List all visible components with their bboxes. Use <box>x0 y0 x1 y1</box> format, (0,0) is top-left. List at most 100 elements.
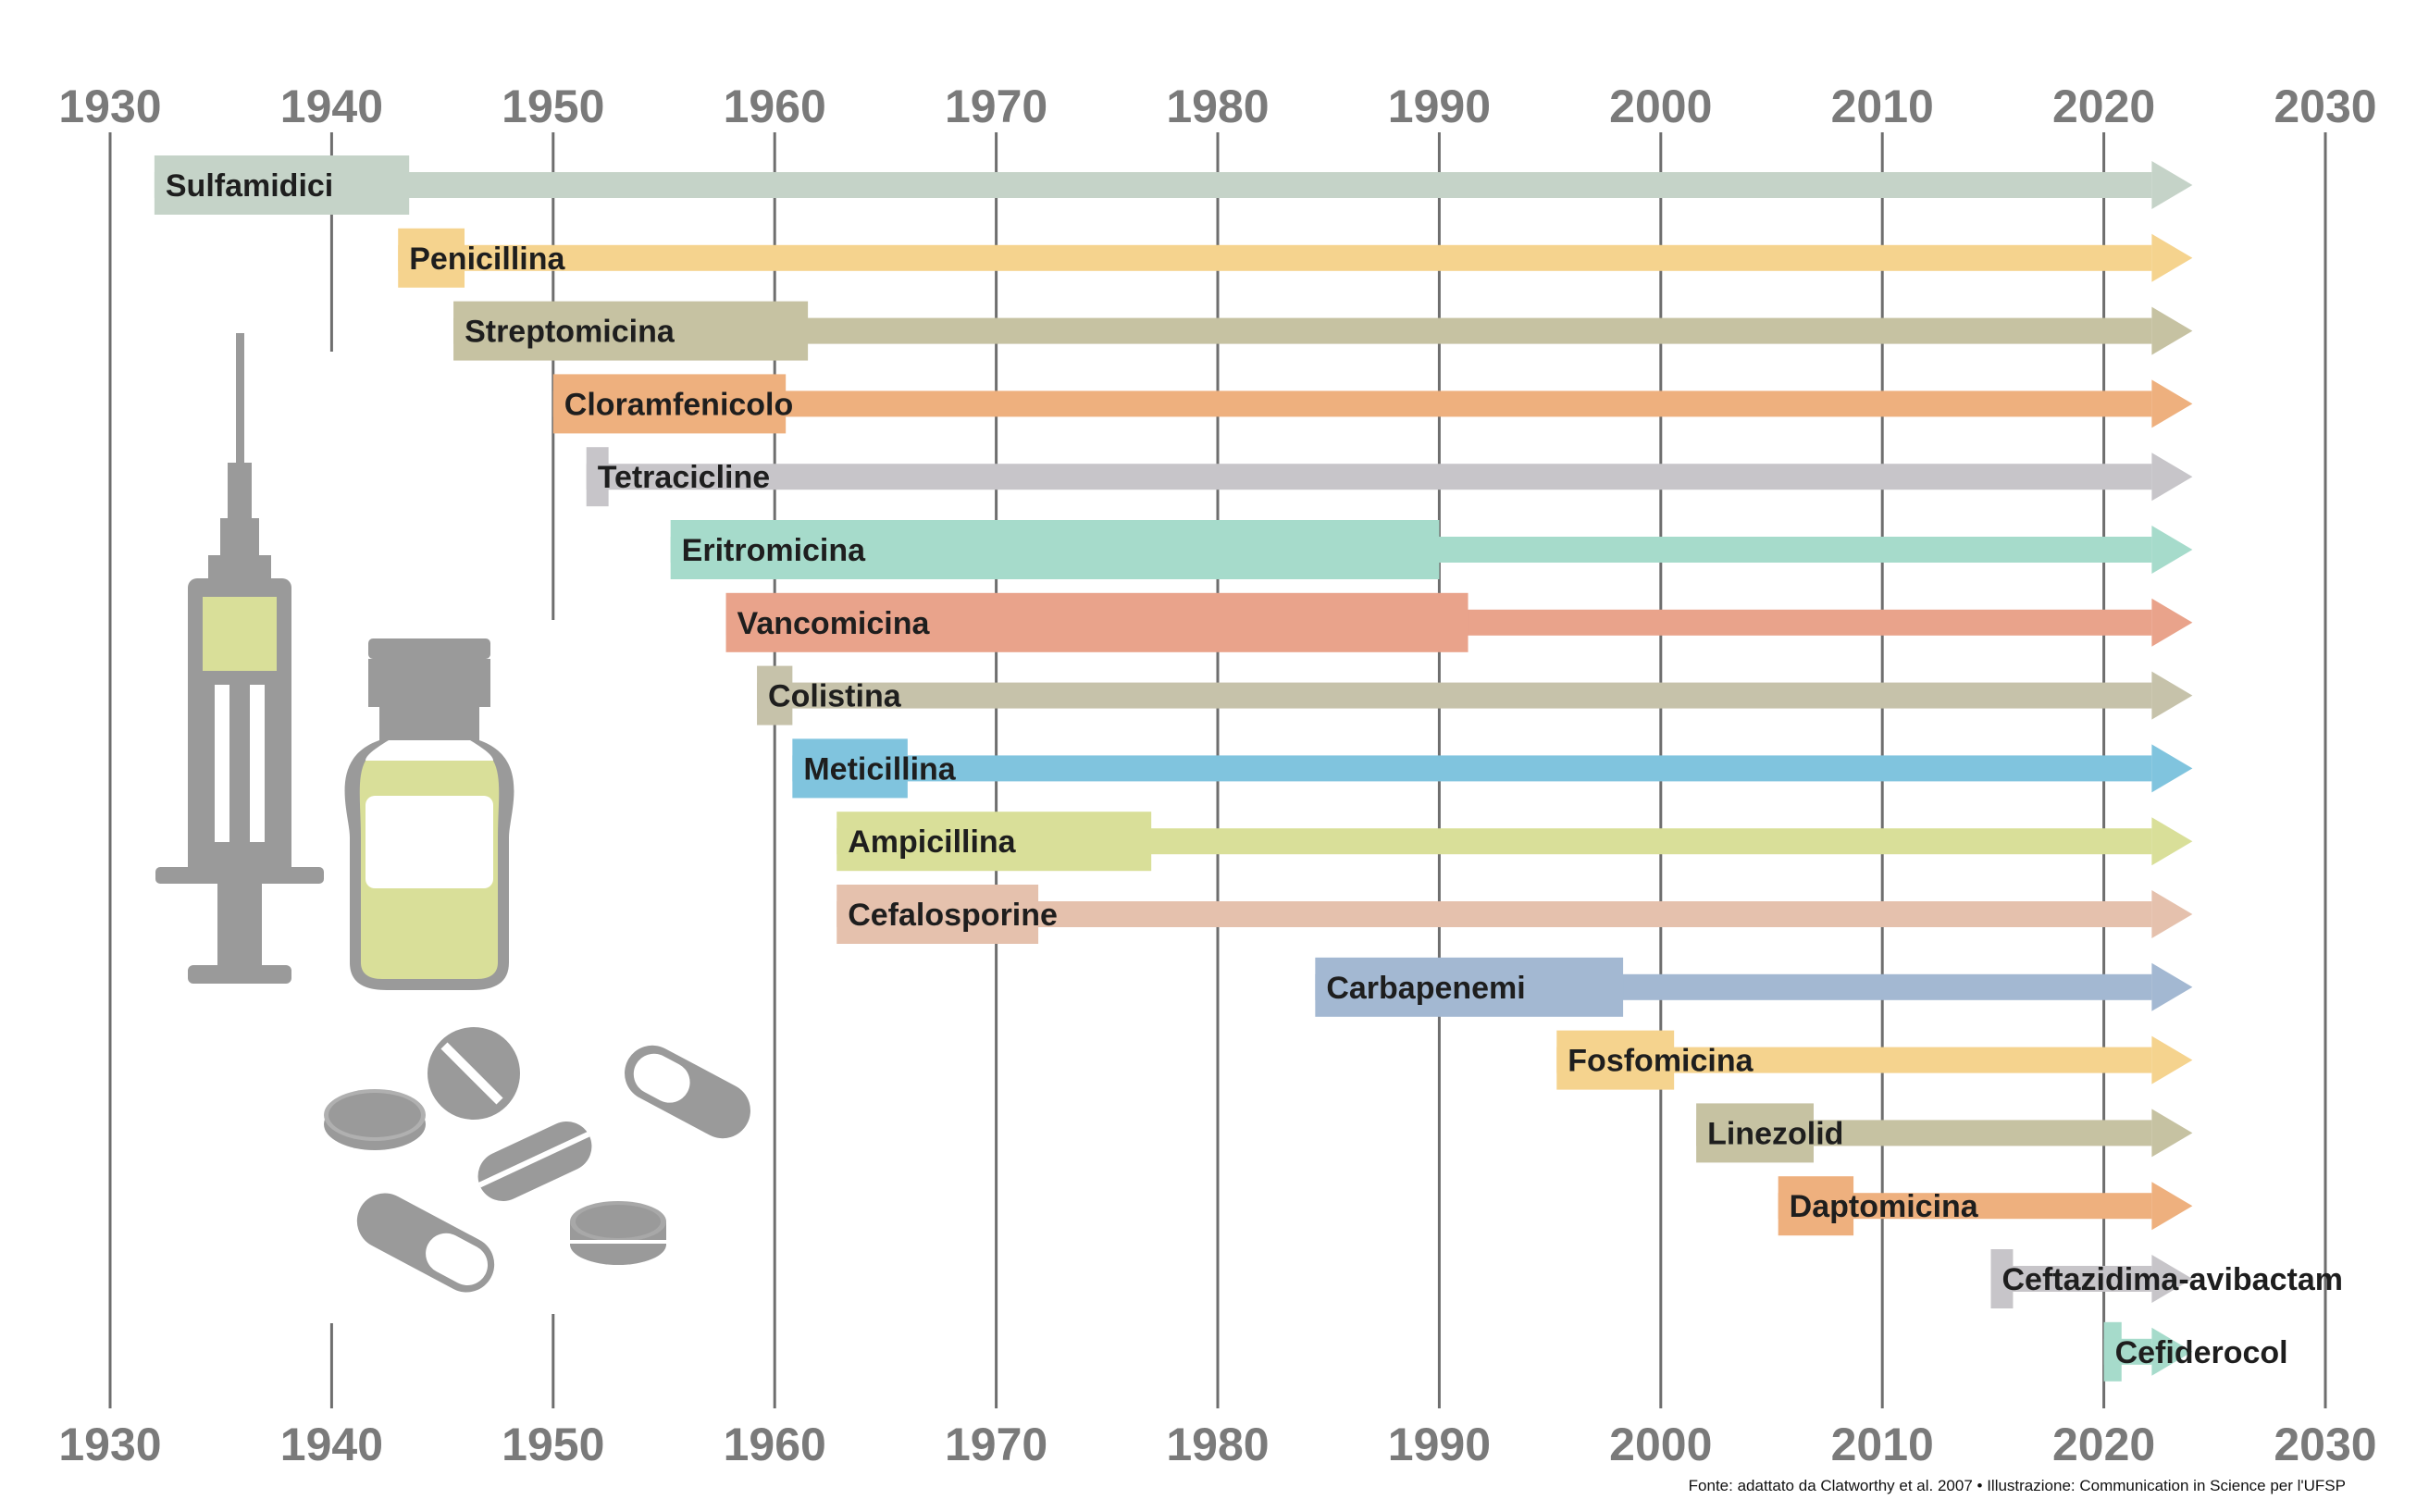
introduction-period-bar <box>757 665 793 725</box>
arrow-head-icon <box>2151 890 2193 938</box>
drug-label: Cefiderocol <box>2115 1335 2288 1370</box>
timeline-row: Cefalosporine <box>837 885 2193 944</box>
timeline-row: Ampicillina <box>837 812 2193 872</box>
introduction-period-bar <box>792 738 908 799</box>
drug-label: Ceftazidima-avibactam <box>2002 1262 2343 1297</box>
tick-label-top-1930: 1930 <box>58 81 161 132</box>
availability-arrow-shaft <box>837 901 2152 927</box>
arrow-head-icon <box>2151 671 2193 720</box>
x-axis-bottom: 1930 1940 1950 1960 1970 1980 1990 2000 2010 2020… <box>58 1419 2376 1470</box>
timeline-row: Eritromicina <box>670 520 2193 579</box>
drug-label: Carbapenemi <box>1326 971 1525 1006</box>
tick-label-bottom-2020: 2020 <box>2052 1419 2155 1470</box>
arrow-head-icon <box>2151 452 2193 502</box>
arrow-head-icon <box>2151 233 2193 282</box>
drug-label: Fosfomicina <box>1568 1044 1754 1079</box>
vial-icon <box>344 638 514 990</box>
timeline-row: Vancomicina <box>725 592 2193 652</box>
tick-label-bottom-1930: 1930 <box>58 1419 161 1470</box>
introduction-period-bar <box>154 155 410 215</box>
tick-label-bottom-1990: 1990 <box>1388 1419 1491 1470</box>
arrow-head-icon <box>2151 1035 2193 1084</box>
tick-label-bottom-2000: 2000 <box>1609 1419 1712 1470</box>
drug-label: Cloramfenicolo <box>564 387 793 422</box>
timeline-row: Linezolid <box>1696 1103 2193 1163</box>
tick-label-top-1970: 1970 <box>945 81 1047 132</box>
availability-arrow-shaft <box>398 244 2152 271</box>
introduction-period-bar <box>552 374 787 434</box>
tick-label-bottom-2030: 2030 <box>2274 1419 2376 1470</box>
introduction-period-bar <box>670 520 1440 579</box>
arrow-head-icon <box>2151 817 2193 866</box>
tick-label-bottom-1960: 1960 <box>724 1419 826 1470</box>
introduction-period-bar <box>1778 1176 1854 1236</box>
drug-label: Penicillina <box>409 242 565 277</box>
timeline-row: Fosfomicina <box>1556 1030 2193 1090</box>
introduction-period-bar <box>1990 1249 2014 1308</box>
drug-label: Daptomicina <box>1790 1189 1979 1224</box>
tick-label-bottom-1980: 1980 <box>1166 1419 1269 1470</box>
arrow-head-icon <box>2151 1327 2193 1376</box>
tick-label-top-2000: 2000 <box>1609 81 1712 132</box>
introduction-period-bar <box>1556 1030 1675 1090</box>
timeline-row: Carbapenemi <box>1315 957 2193 1017</box>
tick-label-top-1990: 1990 <box>1388 81 1491 132</box>
timeline-row: Cefiderocol <box>2103 1321 2288 1382</box>
timeline-bars: Sulfamidici Penicillina Streptomicina Clora… <box>154 155 2343 1382</box>
availability-arrow-shaft <box>552 390 2152 417</box>
drug-label: Linezolid <box>1707 1116 1843 1151</box>
drug-label: Sulfamidici <box>166 168 333 204</box>
drug-label: Tetracicline <box>598 460 770 495</box>
tick-label-bottom-1950: 1950 <box>502 1419 604 1470</box>
timeline-row: Streptomicina <box>453 301 2193 361</box>
arrow-head-icon <box>2151 1109 2193 1158</box>
syringe-icon <box>155 333 324 984</box>
drug-label: Cefalosporine <box>848 898 1058 933</box>
tick-label-top-1950: 1950 <box>502 81 604 132</box>
source-note: Fonte: adattato da Clatworthy et al. 200… <box>1688 1477 2346 1494</box>
tick-label-bottom-1970: 1970 <box>945 1419 1047 1470</box>
arrow-head-icon <box>2151 598 2193 647</box>
drug-label: Streptomicina <box>465 315 675 350</box>
tick-label-top-2010: 2010 <box>1831 81 1934 132</box>
introduction-period-bar <box>2103 1321 2122 1382</box>
timeline-row: Cloramfenicolo <box>552 374 2193 434</box>
introduction-period-bar <box>398 228 465 288</box>
timeline-row: Ceftazidima-avibactam <box>1990 1249 2343 1308</box>
availability-arrow-shaft <box>757 682 2152 709</box>
arrow-head-icon <box>2151 1255 2193 1303</box>
arrow-head-icon <box>2151 526 2193 574</box>
introduction-period-bar <box>837 885 1039 944</box>
drug-label: Meticillina <box>803 751 956 787</box>
tick-label-top-1940: 1940 <box>280 81 383 132</box>
introduction-period-bar <box>1315 957 1624 1017</box>
availability-arrow-shaft <box>792 755 2152 782</box>
introduction-period-bar <box>725 592 1469 652</box>
arrow-head-icon <box>2151 161 2193 209</box>
illustration <box>155 333 750 1293</box>
arrow-head-icon <box>2151 962 2193 1011</box>
tick-label-top-2020: 2020 <box>2052 81 2155 132</box>
timeline-row: Colistina <box>757 665 2193 725</box>
drug-label: Eritromicina <box>682 533 866 568</box>
introduction-period-bar <box>586 447 609 507</box>
drug-label: Colistina <box>768 679 902 714</box>
arrow-head-icon <box>2151 306 2193 355</box>
introduction-period-bar <box>453 301 809 361</box>
arrow-head-icon <box>2151 744 2193 793</box>
tick-label-top-2030: 2030 <box>2274 81 2376 132</box>
arrow-head-icon <box>2151 379 2193 428</box>
timeline-row: Daptomicina <box>1778 1176 2193 1236</box>
tick-label-bottom-1940: 1940 <box>280 1419 383 1470</box>
tick-label-top-1960: 1960 <box>724 81 826 132</box>
arrow-head-icon <box>2151 1182 2193 1231</box>
drug-label: Vancomicina <box>737 606 931 641</box>
availability-arrow-shaft <box>1990 1266 2152 1292</box>
pills-icon <box>324 1027 750 1293</box>
x-axis-top: 1930 1940 1950 1960 1970 1980 1990 2000 2010 2020… <box>58 81 2376 132</box>
availability-arrow-shaft <box>586 464 2152 490</box>
timeline-row: Meticillina <box>792 738 2193 799</box>
timeline-row: Penicillina <box>398 228 2193 288</box>
tick-label-top-1980: 1980 <box>1166 81 1269 132</box>
timeline-row: Sulfamidici <box>154 155 2193 215</box>
